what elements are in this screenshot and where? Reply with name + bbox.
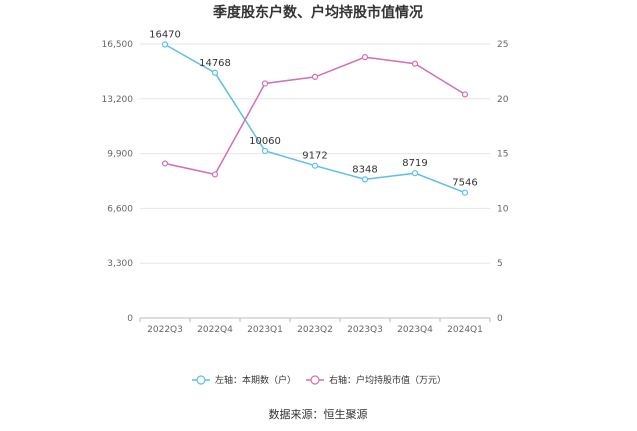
data-point xyxy=(311,73,319,80)
data-point xyxy=(411,60,419,67)
series-group: 16470 14768 10060 9172 8348 8719 7546 xyxy=(149,29,478,196)
data-point xyxy=(311,162,319,169)
legend-item[interactable]: 左轴：本期数（户） xyxy=(192,374,296,386)
source-note: 数据来源：恒生聚源 xyxy=(269,407,368,421)
data-label: 14768 xyxy=(199,58,231,69)
legend-marker xyxy=(310,375,320,385)
data-point xyxy=(461,91,469,98)
x-tick-label: 2023Q4 xyxy=(397,325,433,335)
data-point xyxy=(261,147,269,155)
chart-title: 季度股东户数、户均持股市值情况 xyxy=(212,4,423,21)
x-tick-label: 2022Q3 xyxy=(147,325,183,335)
x-tick-label: 2022Q4 xyxy=(197,325,233,335)
x-axis: 2022Q3 2022Q4 2023Q1 2023Q2 2023Q3 2023Q4 2024… xyxy=(147,325,483,335)
legend-item[interactable]: 右轴：户均持股市值（万元） xyxy=(306,374,446,386)
data-label: 8719 xyxy=(402,158,427,169)
right-tick-label: 25 xyxy=(497,40,508,50)
left-tick-label: 13,200 xyxy=(102,95,134,105)
data-point xyxy=(411,170,419,177)
x-tick-label: 2023Q3 xyxy=(347,325,383,335)
left-tick-label: 16,500 xyxy=(102,40,134,50)
x-tick-label: 2024Q1 xyxy=(447,325,483,335)
right-tick-label: 0 xyxy=(497,314,503,324)
data-point xyxy=(461,189,469,196)
x-tick-label: 2023Q1 xyxy=(247,325,283,335)
data-point xyxy=(161,41,169,48)
data-point xyxy=(361,54,369,61)
data-point xyxy=(211,69,219,76)
left-tick-label: 0 xyxy=(127,314,133,324)
data-label: 7546 xyxy=(452,178,477,189)
right-tick-label: 15 xyxy=(497,150,508,160)
legend-label: 右轴：户均持股市值（万元） xyxy=(329,374,446,386)
right-tick-label: 10 xyxy=(497,204,509,214)
x-tick-label: 2023Q2 xyxy=(297,325,333,335)
left-axis: 0 3,300 6,600 9,900 13,200 16,500 xyxy=(102,40,134,324)
grid xyxy=(139,43,491,322)
legend-marker xyxy=(196,375,206,385)
left-tick-label: 3,300 xyxy=(107,259,133,269)
data-label: 8348 xyxy=(352,164,377,175)
data-label: 9172 xyxy=(302,151,327,162)
data-point xyxy=(211,171,219,178)
data-point xyxy=(361,176,369,183)
right-tick-label: 20 xyxy=(497,95,509,105)
data-label: 10060 xyxy=(249,136,281,147)
legend[interactable]: 左轴：本期数（户） 右轴：户均持股市值（万元） xyxy=(192,374,446,386)
data-point xyxy=(161,160,169,167)
left-tick-label: 6,600 xyxy=(107,204,133,214)
right-tick-label: 5 xyxy=(497,259,503,269)
legend-label: 左轴：本期数（户） xyxy=(215,374,296,386)
right-axis: 0 5 10 15 20 25 xyxy=(497,40,509,324)
data-label: 16470 xyxy=(149,29,181,40)
data-point xyxy=(261,80,269,87)
left-tick-label: 9,900 xyxy=(107,150,133,160)
